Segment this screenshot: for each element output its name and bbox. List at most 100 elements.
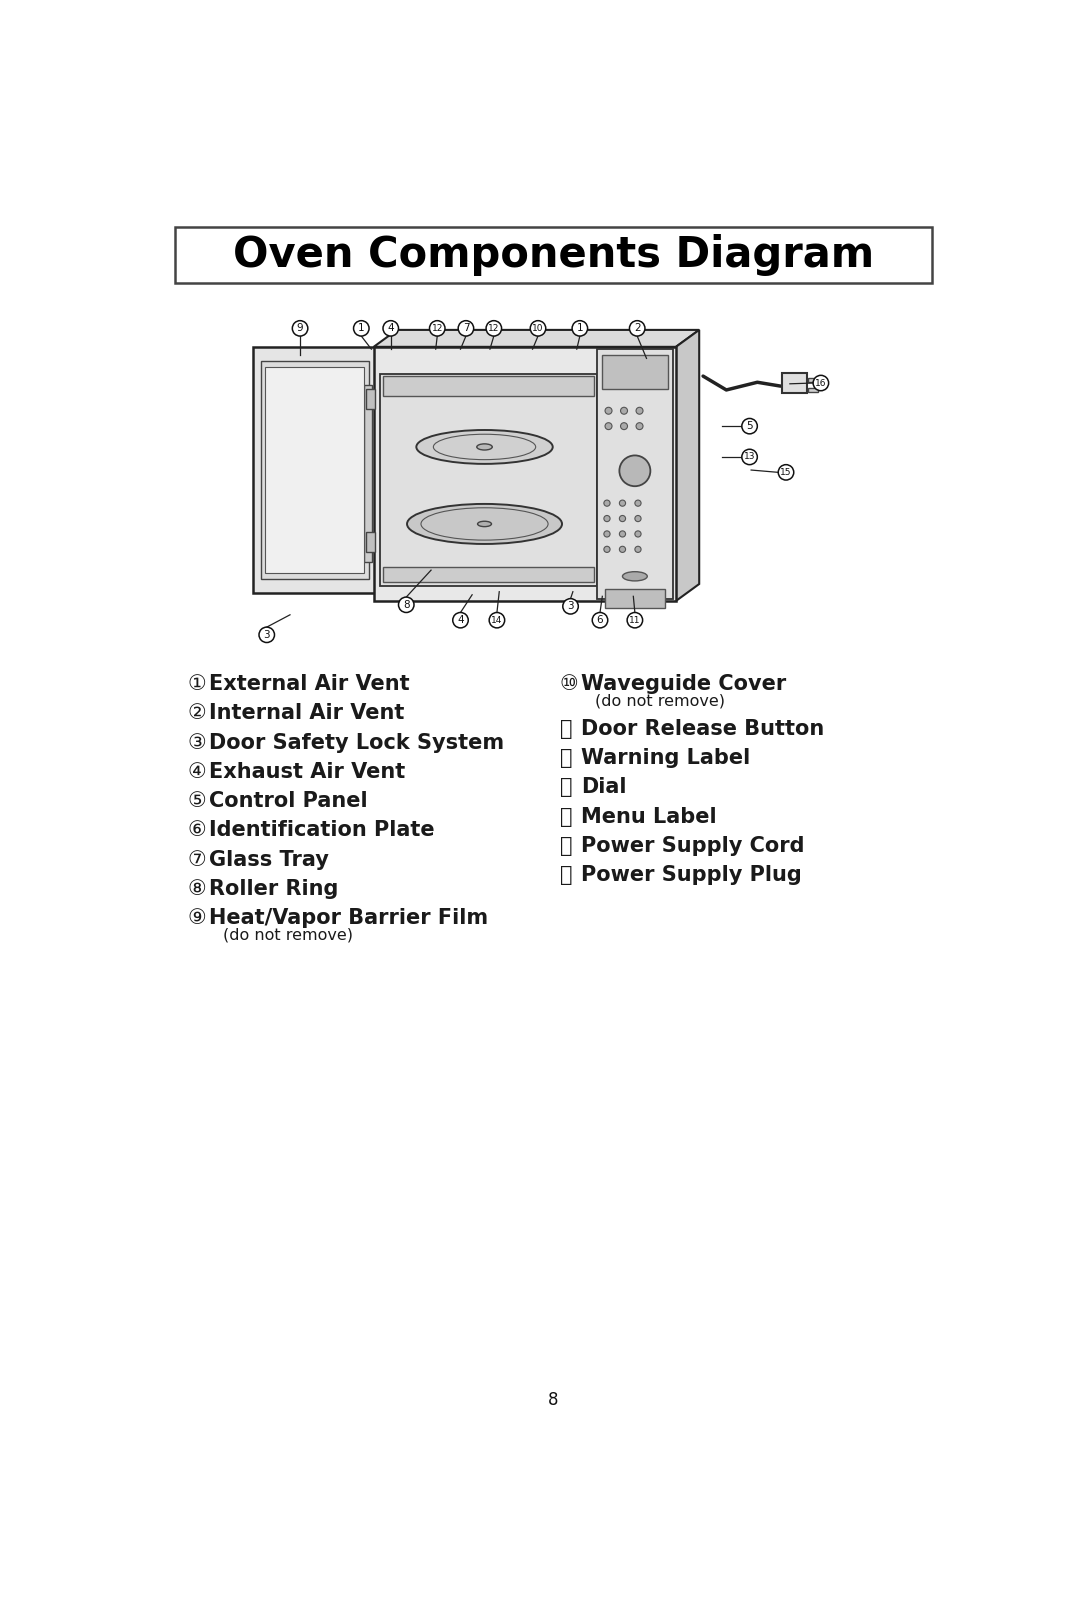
Text: 4: 4 <box>388 323 394 333</box>
Circle shape <box>530 321 545 336</box>
Circle shape <box>605 407 612 415</box>
Circle shape <box>619 530 625 537</box>
Text: 13: 13 <box>744 453 755 461</box>
Circle shape <box>621 407 627 415</box>
Text: 15: 15 <box>780 468 792 477</box>
Circle shape <box>592 612 608 628</box>
FancyBboxPatch shape <box>374 347 676 601</box>
Text: Oven Components Diagram: Oven Components Diagram <box>233 235 874 276</box>
Circle shape <box>572 321 588 336</box>
Text: ②: ② <box>188 704 206 723</box>
Text: 12: 12 <box>432 325 443 333</box>
Ellipse shape <box>416 431 553 464</box>
Text: (do not remove): (do not remove) <box>224 927 353 943</box>
Text: 10: 10 <box>532 325 543 333</box>
Circle shape <box>635 530 642 537</box>
Text: Control Panel: Control Panel <box>210 791 368 812</box>
Ellipse shape <box>476 444 492 450</box>
Text: 1: 1 <box>577 323 583 333</box>
Circle shape <box>453 612 469 628</box>
Ellipse shape <box>421 508 548 540</box>
Text: 9: 9 <box>297 323 303 333</box>
Text: Waveguide Cover: Waveguide Cover <box>581 673 786 694</box>
Text: ⑧: ⑧ <box>188 879 206 898</box>
Circle shape <box>458 321 474 336</box>
Circle shape <box>779 464 794 480</box>
Text: External Air Vent: External Air Vent <box>210 673 410 694</box>
FancyBboxPatch shape <box>605 590 665 607</box>
Circle shape <box>604 500 610 506</box>
Text: (do not remove): (do not remove) <box>595 694 726 709</box>
Circle shape <box>627 612 643 628</box>
Text: Door Release Button: Door Release Button <box>581 718 825 739</box>
FancyBboxPatch shape <box>808 389 818 392</box>
Text: ①: ① <box>188 673 206 694</box>
Text: ⑬: ⑬ <box>559 778 572 797</box>
Text: Heat/Vapor Barrier Film: Heat/Vapor Barrier Film <box>210 908 488 929</box>
Text: 14: 14 <box>491 615 502 625</box>
Text: ⑨: ⑨ <box>188 908 206 929</box>
Text: 5: 5 <box>746 421 753 431</box>
Text: 12: 12 <box>488 325 500 333</box>
Text: Dial: Dial <box>581 778 626 797</box>
Text: ⑪: ⑪ <box>559 718 572 739</box>
FancyBboxPatch shape <box>260 360 369 580</box>
Text: Menu Label: Menu Label <box>581 807 717 826</box>
Circle shape <box>563 599 578 614</box>
Ellipse shape <box>433 434 536 460</box>
Circle shape <box>635 546 642 553</box>
FancyBboxPatch shape <box>380 374 597 585</box>
Circle shape <box>636 407 643 415</box>
Text: 11: 11 <box>630 615 640 625</box>
Text: ⑫: ⑫ <box>559 747 572 768</box>
FancyBboxPatch shape <box>383 567 594 582</box>
FancyBboxPatch shape <box>366 389 375 410</box>
Circle shape <box>604 516 610 522</box>
Text: 3: 3 <box>567 601 573 611</box>
FancyBboxPatch shape <box>366 532 375 551</box>
FancyBboxPatch shape <box>383 376 594 395</box>
Circle shape <box>605 423 612 429</box>
Circle shape <box>813 376 828 391</box>
Circle shape <box>604 546 610 553</box>
Ellipse shape <box>477 521 491 527</box>
Circle shape <box>636 423 643 429</box>
Text: 8: 8 <box>403 599 409 609</box>
Circle shape <box>619 546 625 553</box>
Ellipse shape <box>407 505 562 543</box>
Text: Exhaust Air Vent: Exhaust Air Vent <box>210 762 406 783</box>
Circle shape <box>353 321 369 336</box>
Text: Power Supply Plug: Power Supply Plug <box>581 865 802 885</box>
Text: ③: ③ <box>188 733 206 752</box>
Polygon shape <box>374 329 699 347</box>
Text: 6: 6 <box>596 615 604 625</box>
FancyBboxPatch shape <box>266 366 364 574</box>
Polygon shape <box>676 329 699 601</box>
Circle shape <box>399 598 414 612</box>
Circle shape <box>259 627 274 643</box>
Text: ⑤: ⑤ <box>188 791 206 812</box>
Text: Power Supply Cord: Power Supply Cord <box>581 836 805 857</box>
Circle shape <box>383 321 399 336</box>
Circle shape <box>619 500 625 506</box>
Text: ⑩: ⑩ <box>559 673 579 694</box>
Circle shape <box>621 423 627 429</box>
Text: ⑮: ⑮ <box>559 836 572 857</box>
Ellipse shape <box>622 572 647 580</box>
Text: ⑦: ⑦ <box>188 850 206 869</box>
FancyBboxPatch shape <box>782 373 807 394</box>
FancyBboxPatch shape <box>597 349 673 599</box>
Text: ⑯: ⑯ <box>559 865 572 885</box>
Text: Warning Label: Warning Label <box>581 747 751 768</box>
Circle shape <box>619 455 650 487</box>
Text: 8: 8 <box>549 1392 558 1409</box>
FancyBboxPatch shape <box>253 347 377 593</box>
Circle shape <box>742 418 757 434</box>
Circle shape <box>630 321 645 336</box>
Text: Internal Air Vent: Internal Air Vent <box>210 704 405 723</box>
FancyBboxPatch shape <box>175 228 932 283</box>
Text: Door Safety Lock System: Door Safety Lock System <box>210 733 504 752</box>
Text: 4: 4 <box>457 615 463 625</box>
Circle shape <box>619 516 625 522</box>
Circle shape <box>635 516 642 522</box>
